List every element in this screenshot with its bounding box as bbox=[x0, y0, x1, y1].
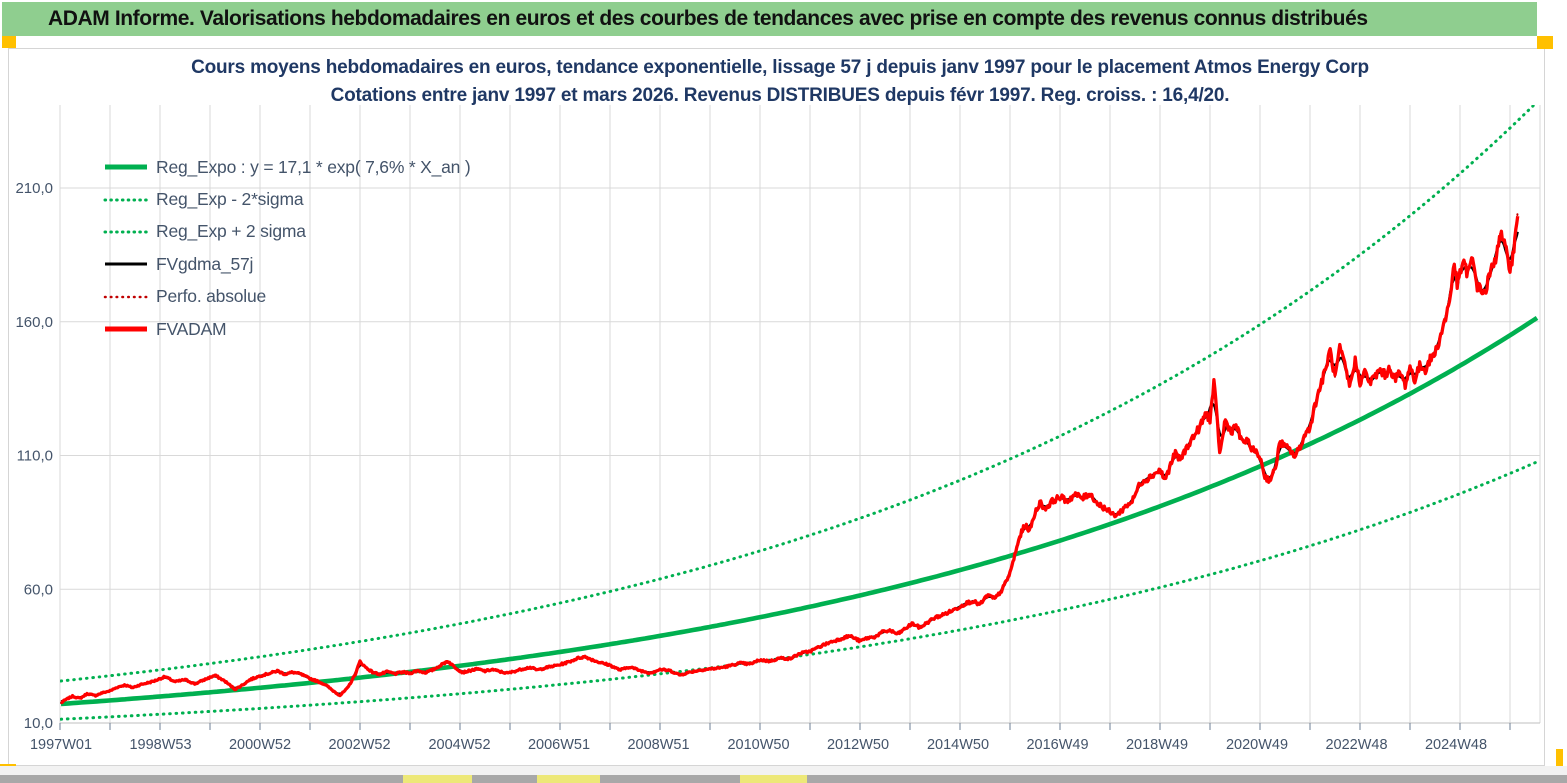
reg-minus-2sigma-line[interactable] bbox=[60, 460, 1539, 721]
x-tick-label: 1997W01 bbox=[30, 737, 92, 753]
sheet-bottom-strip bbox=[0, 766, 1567, 775]
y-tick-label: 160,0 bbox=[15, 314, 53, 331]
reg-plus-2sigma-line[interactable] bbox=[60, 102, 1537, 683]
axis-labels: 10,0 60,0 110,0 160,0 210,0 1997W01 1998W53 200… bbox=[15, 180, 1487, 753]
gridlines bbox=[59, 105, 1541, 724]
legend-item-4[interactable]: Perfo. absolue bbox=[103, 281, 471, 313]
x-axis bbox=[59, 722, 1540, 730]
x-tick-label: 2014W50 bbox=[927, 737, 989, 753]
legend-item-5[interactable]: FVADAM bbox=[103, 313, 471, 345]
legend-item-label: Reg_Exp + 2 sigma bbox=[156, 221, 306, 242]
selection-handle-bottom-right-vertical[interactable] bbox=[1556, 749, 1563, 776]
sheet-tab-segment-0[interactable] bbox=[403, 775, 472, 783]
x-tick-label: 2004W52 bbox=[428, 737, 490, 753]
legend-item-label: Perfo. absolue bbox=[156, 286, 267, 307]
x-tick-label: 2002W52 bbox=[328, 737, 390, 753]
legend-item-label: FVADAM bbox=[156, 318, 227, 339]
x-tick-label: 2018W49 bbox=[1126, 737, 1188, 753]
legend-item-label: FVgdma_57j bbox=[156, 253, 254, 274]
chart-title: Cours moyens hebdomadaires en euros, ten… bbox=[20, 54, 1540, 110]
y-tick-label: 10,0 bbox=[24, 715, 53, 732]
legend-swatch-line bbox=[105, 326, 147, 332]
chart-title-line2: Cotations entre janv 1997 et mars 2026. … bbox=[330, 85, 1230, 106]
chart-title-line1: Cours moyens hebdomadaires en euros, ten… bbox=[191, 57, 1369, 78]
y-tick-label: 110,0 bbox=[17, 448, 53, 465]
y-tick-label: 210,0 bbox=[15, 180, 53, 197]
selection-handle-top-right[interactable] bbox=[1537, 36, 1553, 49]
sheet-tab-segment-2[interactable] bbox=[740, 775, 807, 783]
legend-item-1[interactable]: Reg_Exp - 2*sigma bbox=[103, 183, 471, 215]
legend-swatch-line bbox=[103, 198, 149, 202]
legend-item-2[interactable]: Reg_Exp + 2 sigma bbox=[103, 216, 471, 248]
selection-handle-top-left[interactable] bbox=[2, 36, 16, 48]
legend-item-label: Reg_Exp - 2*sigma bbox=[156, 189, 304, 210]
x-tick-label: 2012W50 bbox=[827, 737, 889, 753]
y-tick-label: 60,0 bbox=[24, 581, 53, 598]
legend-swatch-line bbox=[103, 295, 149, 298]
report-header-text: ADAM Informe. Valorisations hebdomadaire… bbox=[48, 7, 1368, 30]
x-tick-label: 2006W51 bbox=[528, 737, 590, 753]
x-tick-label: 2020W49 bbox=[1226, 737, 1288, 753]
legend-item-label: Reg_Expo : y = 17,1 * exp( 7,6% * X_an ) bbox=[156, 156, 471, 177]
reg-expo-line[interactable] bbox=[60, 315, 1539, 707]
x-tick-label: 2022W48 bbox=[1325, 737, 1387, 753]
legend-swatch-line bbox=[105, 164, 147, 170]
x-tick-label: 2016W49 bbox=[1026, 737, 1088, 753]
fvadam-line[interactable] bbox=[60, 215, 1520, 705]
x-tick-label: 2010W50 bbox=[727, 737, 789, 753]
legend-swatch-line bbox=[103, 230, 149, 234]
legend-swatch-line bbox=[105, 262, 147, 266]
x-tick-label: 2024W48 bbox=[1425, 737, 1487, 753]
report-header-bar: ADAM Informe. Valorisations hebdomadaire… bbox=[2, 2, 1537, 36]
x-tick-label: 1998W53 bbox=[129, 737, 191, 753]
legend[interactable]: Reg_Expo : y = 17,1 * exp( 7,6% * X_an )… bbox=[103, 151, 471, 345]
x-tick-label: 2000W52 bbox=[229, 737, 291, 753]
chart-frame[interactable] bbox=[8, 48, 1545, 766]
legend-item-3[interactable]: FVgdma_57j bbox=[103, 248, 471, 280]
legend-item-0[interactable]: Reg_Expo : y = 17,1 * exp( 7,6% * X_an ) bbox=[103, 151, 471, 183]
x-tick-label: 2008W51 bbox=[627, 737, 689, 753]
sheet-tab-segment-1[interactable] bbox=[537, 775, 600, 783]
